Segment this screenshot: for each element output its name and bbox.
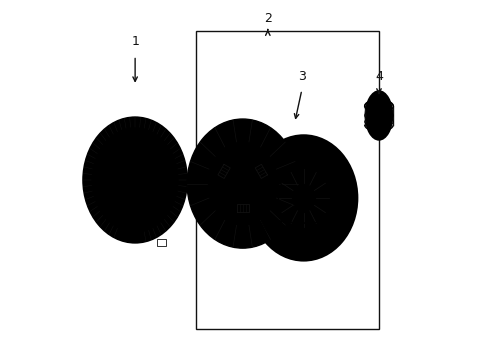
- Text: 4: 4: [374, 69, 382, 82]
- Text: 2: 2: [264, 12, 271, 25]
- Text: 3: 3: [297, 69, 305, 82]
- Ellipse shape: [83, 117, 187, 243]
- Ellipse shape: [249, 135, 357, 261]
- Text: 1: 1: [131, 35, 139, 49]
- Bar: [196, 31, 378, 329]
- Ellipse shape: [187, 119, 298, 248]
- FancyBboxPatch shape: [156, 239, 165, 246]
- Ellipse shape: [364, 90, 392, 141]
